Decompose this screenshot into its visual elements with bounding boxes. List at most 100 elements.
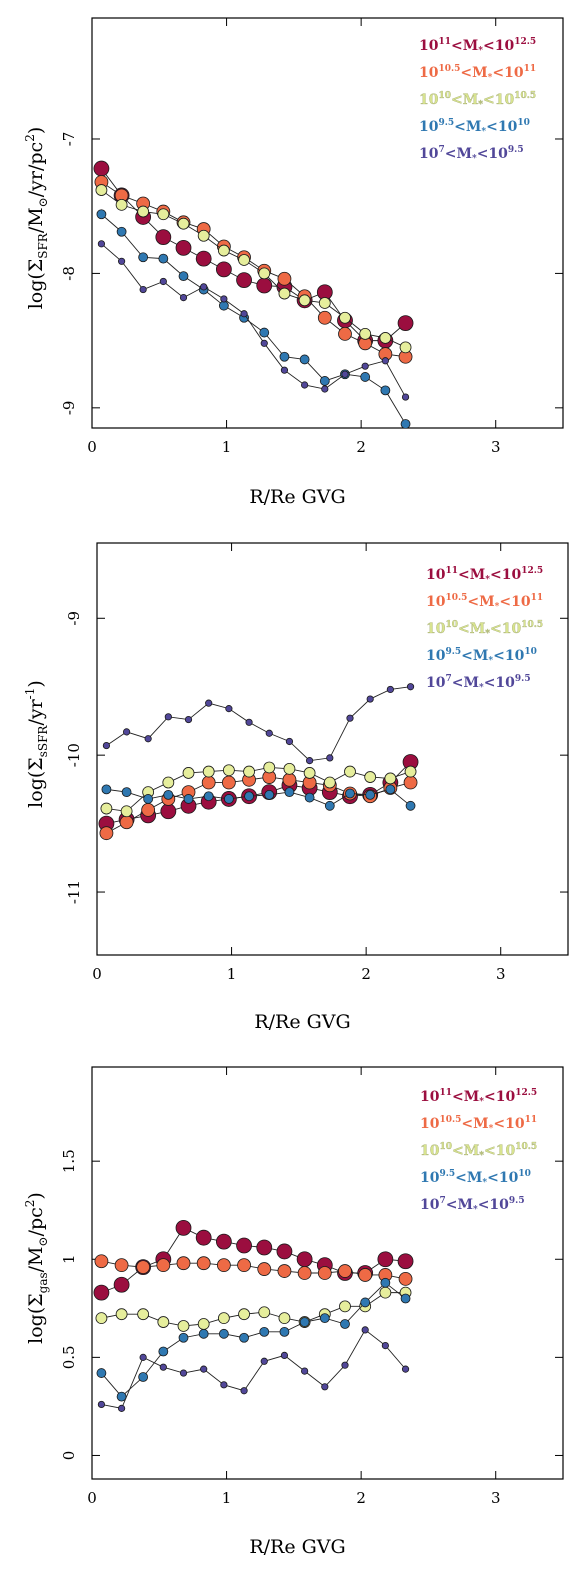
data-point [179, 294, 188, 302]
legend-exponent: 7 [445, 674, 451, 684]
data-point [236, 1237, 252, 1254]
data-point [398, 1271, 413, 1286]
y-tick-label: 0 [60, 1451, 78, 1461]
data-point [197, 229, 210, 242]
legend-exponent: 11 [438, 37, 451, 47]
data-point [222, 764, 235, 777]
series-line [106, 776, 411, 834]
plot-area [93, 160, 414, 428]
y-axis-label-subscript: sSFR [36, 725, 50, 758]
data-point [384, 772, 397, 785]
data-point [278, 1312, 291, 1325]
legend-mass-symbol: <M [460, 65, 487, 81]
data-point [380, 385, 391, 396]
legend-exponent: 10.5 [515, 1142, 537, 1152]
legend-base: 10 [420, 1170, 440, 1186]
data-point [93, 160, 110, 177]
data-point [116, 1391, 127, 1402]
data-point [184, 715, 193, 724]
legend-base: <10 [499, 594, 530, 610]
legend-entry: 1010<M*<1010.5 [426, 620, 543, 639]
legend-base: 10 [426, 594, 446, 610]
legend-mass-symbol: <M [458, 567, 485, 583]
data-point [198, 1328, 209, 1339]
legend-entry: 109.5<M*<1010 [419, 118, 530, 137]
data-point [304, 792, 315, 803]
plot-area [98, 683, 419, 841]
legend-mass-symbol: <M [467, 594, 494, 610]
y-axis-label-main: log(Σ [25, 1293, 47, 1344]
data-point [115, 198, 128, 211]
data-point [256, 277, 273, 294]
chart-panel-gas: 0 1 2 300.511.5R/Re GVGlog(Σgas/M⊙/pc2)1011… [23, 1066, 564, 1558]
legend-base: <10 [492, 65, 523, 81]
legend: 1011<M*<1012.51010.5<M*<10111010<M*<1010… [426, 566, 543, 693]
data-point [175, 239, 192, 256]
data-point [97, 1400, 106, 1409]
legend-subscript: * [478, 100, 483, 110]
legend-base: <10 [486, 119, 517, 135]
x-tick-label: 1 [222, 1489, 232, 1507]
legend-exponent: 11 [524, 64, 537, 74]
legend-exponent: 7 [438, 145, 444, 155]
data-point [100, 802, 113, 815]
legend-base: 10 [419, 92, 439, 108]
legend-base: 10 [426, 567, 446, 583]
data-point [203, 791, 214, 802]
data-point [245, 718, 253, 726]
x-tick-label: 2 [356, 1489, 366, 1507]
x-tick-label: 1 [227, 965, 237, 983]
legend-base: <10 [487, 1170, 518, 1186]
data-point [319, 376, 330, 386]
legend-exponent: 10 [518, 1169, 531, 1179]
x-tick-label: 0 [92, 965, 102, 983]
data-point [297, 1266, 312, 1280]
data-point [280, 366, 289, 374]
data-point [340, 1319, 350, 1329]
legend-entry: 1011<M*<1012.5 [420, 1088, 537, 1107]
data-point [97, 240, 106, 248]
y-axis-label-part: /pc [25, 1207, 47, 1236]
y-tick-label: 1 [60, 1254, 78, 1264]
legend-base: <10 [493, 1116, 524, 1132]
legend-exponent: 10.5 [521, 620, 543, 630]
data-point [96, 209, 107, 220]
legend-subscript: * [485, 629, 490, 639]
data-point [319, 1313, 330, 1324]
series-line [101, 181, 406, 358]
data-point [379, 1286, 392, 1299]
legend-entry: 1010<M*<1010.5 [420, 1142, 537, 1161]
data-point [299, 354, 310, 365]
data-point [182, 767, 195, 779]
data-point [202, 765, 215, 778]
y-axis-label-close: ) [25, 680, 47, 687]
y-axis-label-close: ) [25, 1192, 47, 1199]
legend-base: <10 [490, 621, 521, 637]
series-2 [95, 1286, 412, 1332]
data-point [216, 1258, 231, 1273]
data-point [155, 229, 172, 246]
legend-exponent: 10 [438, 91, 451, 101]
series-line [101, 1260, 406, 1280]
y-tick-label: 1.5 [60, 1149, 78, 1173]
legend-base: <10 [478, 1197, 509, 1213]
data-point [113, 1276, 130, 1293]
y-tick-label: -7 [60, 132, 78, 147]
legend-subscript: * [489, 1124, 494, 1134]
data-point [377, 1251, 394, 1268]
legend-exponent: 11 [445, 566, 458, 576]
data-point [358, 1268, 373, 1282]
data-point [94, 1254, 109, 1269]
legend-subscript: * [478, 46, 483, 56]
data-point [220, 1381, 228, 1389]
legend-mass-symbol: <M [452, 675, 479, 691]
legend-exponent: 12.5 [514, 37, 536, 47]
data-point [158, 1346, 169, 1357]
series-0 [93, 1219, 414, 1301]
legend-base: <10 [477, 146, 508, 162]
legend-mass-symbol: <M [451, 92, 478, 108]
y-tick-label: 0.5 [60, 1345, 78, 1369]
data-point [178, 271, 189, 281]
legend-mass-symbol: <M [452, 1143, 479, 1159]
legend-base: <10 [484, 1143, 515, 1159]
